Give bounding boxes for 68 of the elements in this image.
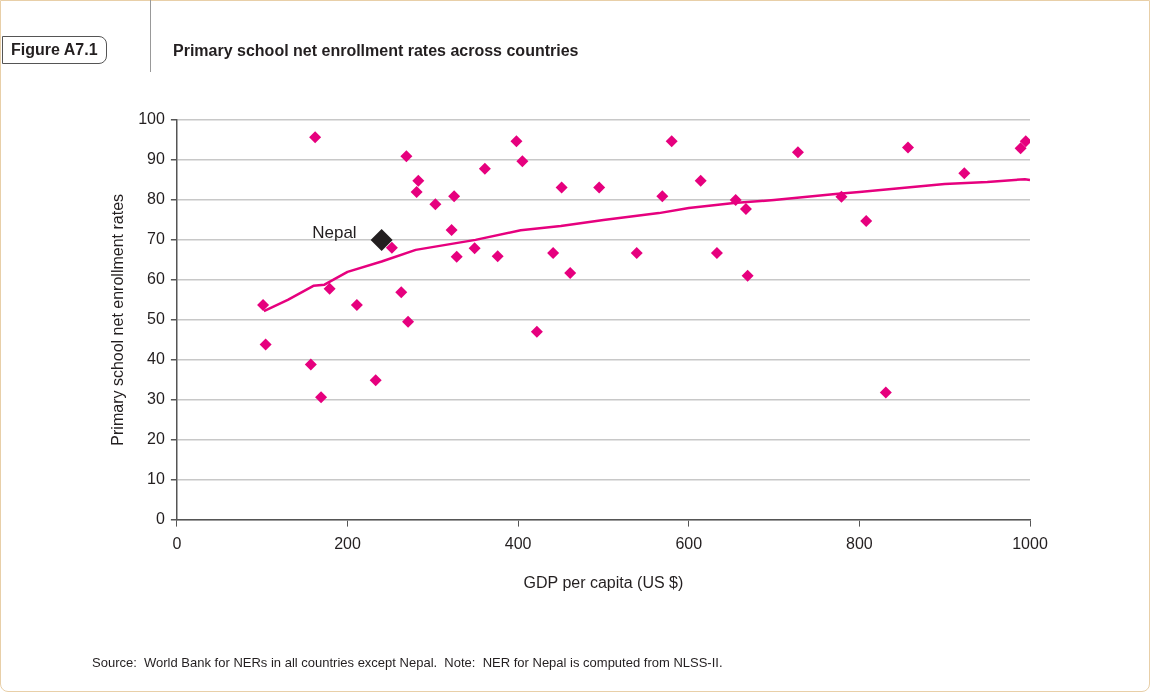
series-label: Nepal (312, 223, 357, 243)
y-tick-label: 20 (147, 430, 165, 448)
point (835, 190, 848, 203)
source-note: Source: World Bank for NERs in all countries except Nepal. Note: NER for Nepal is computed from NLSS-II. (92, 655, 723, 670)
point (323, 282, 336, 295)
point (400, 150, 413, 163)
point (385, 241, 398, 254)
point (309, 131, 322, 144)
point (547, 247, 560, 260)
point (450, 250, 463, 263)
point (468, 242, 481, 255)
point (257, 299, 270, 312)
point (1019, 135, 1030, 148)
x-tick-label: 800 (846, 534, 873, 552)
caption: Figure A7.1 (2, 36, 107, 64)
x-tick-label: 0 (172, 534, 182, 552)
point (860, 215, 873, 228)
x-tick-label: 1000 (1012, 534, 1048, 552)
point (370, 228, 393, 251)
point (516, 155, 529, 168)
point (259, 338, 272, 351)
x-tick-label: 400 (504, 534, 532, 552)
point (656, 190, 669, 203)
point (315, 391, 328, 404)
point (1014, 142, 1027, 155)
point (491, 250, 504, 263)
point (478, 162, 491, 175)
point (555, 181, 568, 194)
y-tick-label: 0 (155, 510, 165, 528)
point (410, 185, 423, 198)
point (958, 167, 971, 180)
chart-title: Primary school net enrollment rates across countries (173, 42, 579, 60)
point (902, 141, 915, 154)
point (710, 247, 723, 260)
y-tick-label: 100 (138, 110, 165, 128)
point (630, 247, 643, 260)
point (510, 135, 523, 148)
y-tick-label: 90 (147, 150, 165, 168)
point (593, 181, 606, 194)
y-tick-label: 80 (147, 190, 165, 208)
point (564, 267, 577, 280)
x-tick-label: 600 (675, 534, 703, 552)
y-tick-label: 40 (147, 350, 165, 368)
point (402, 315, 415, 328)
point (350, 299, 363, 312)
x-tick-label: 200 (334, 534, 361, 552)
point (694, 174, 707, 187)
point (665, 135, 678, 148)
y-tick-label: 30 (147, 390, 165, 408)
point (729, 193, 742, 206)
point (530, 325, 543, 338)
point (741, 269, 754, 282)
point (445, 223, 458, 236)
point (739, 203, 752, 216)
point (395, 286, 408, 299)
y-tick-label: 60 (147, 270, 165, 288)
point (429, 198, 442, 211)
point (879, 386, 892, 399)
y-axis-title: Primary school net enrollment rates (109, 193, 127, 446)
y-tick-label: 70 (147, 230, 165, 248)
point (448, 190, 461, 203)
point (369, 374, 382, 387)
x-axis-title: GDP per capita (US $) (523, 573, 684, 591)
y-tick-label: 50 (147, 310, 165, 328)
point (412, 174, 425, 187)
point (304, 358, 317, 371)
y-tick-label: 10 (147, 470, 165, 488)
point (791, 146, 804, 159)
